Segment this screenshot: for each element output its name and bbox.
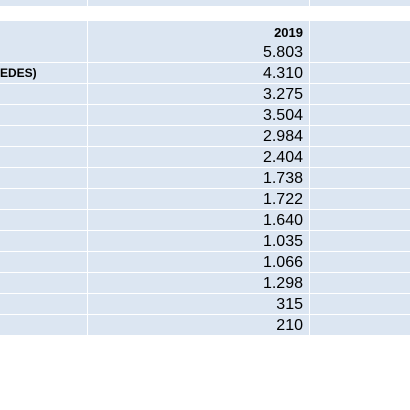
row-label[interactable] <box>0 252 88 273</box>
row-label[interactable] <box>0 168 88 189</box>
row-label[interactable] <box>0 210 88 231</box>
row-label[interactable] <box>0 84 88 105</box>
row-value[interactable]: 4.310 <box>88 63 310 84</box>
row-label[interactable] <box>0 189 88 210</box>
row-empty-cell[interactable] <box>310 126 410 147</box>
row-label[interactable]: EDES) <box>0 63 88 84</box>
row-empty-cell[interactable] <box>310 315 410 336</box>
row-value[interactable]: 210 <box>88 315 310 336</box>
row-value[interactable]: 315 <box>88 294 310 315</box>
row-empty-cell[interactable] <box>310 231 410 252</box>
row-value[interactable]: 3.504 <box>88 105 310 126</box>
header-year[interactable]: 2019 <box>88 21 310 45</box>
row-empty-cell[interactable] <box>310 105 410 126</box>
row-label[interactable] <box>0 42 88 63</box>
row-value[interactable]: 1.066 <box>88 252 310 273</box>
row-empty-cell[interactable] <box>310 210 410 231</box>
row-value[interactable]: 1.298 <box>88 273 310 294</box>
top-cell-c[interactable] <box>310 0 410 7</box>
row-value[interactable]: 3.275 <box>88 84 310 105</box>
row-empty-cell[interactable] <box>310 63 410 84</box>
row-empty-cell[interactable] <box>310 42 410 63</box>
row-empty-cell[interactable] <box>310 273 410 294</box>
row-empty-cell[interactable] <box>310 189 410 210</box>
data-table: 2019 5.803 EDES) 4.310 3.275 3.504 2.984 2.404… <box>0 0 410 336</box>
row-value[interactable]: 2.984 <box>88 126 310 147</box>
header-cell-empty[interactable] <box>310 21 410 45</box>
row-label[interactable] <box>0 126 88 147</box>
top-cell-b[interactable] <box>88 0 310 7</box>
row-empty-cell[interactable] <box>310 168 410 189</box>
row-label[interactable] <box>0 294 88 315</box>
row-value[interactable]: 1.035 <box>88 231 310 252</box>
row-empty-cell[interactable] <box>310 147 410 168</box>
row-label[interactable] <box>0 231 88 252</box>
row-label[interactable] <box>0 105 88 126</box>
row-value[interactable]: 1.722 <box>88 189 310 210</box>
row-value[interactable]: 2.404 <box>88 147 310 168</box>
row-label[interactable] <box>0 273 88 294</box>
row-label[interactable] <box>0 315 88 336</box>
row-empty-cell[interactable] <box>310 294 410 315</box>
row-empty-cell[interactable] <box>310 84 410 105</box>
row-value[interactable]: 5.803 <box>88 42 310 63</box>
row-value[interactable]: 1.640 <box>88 210 310 231</box>
top-cell-a[interactable] <box>0 0 88 7</box>
row-label[interactable] <box>0 147 88 168</box>
row-empty-cell[interactable] <box>310 252 410 273</box>
row-value[interactable]: 1.738 <box>88 168 310 189</box>
